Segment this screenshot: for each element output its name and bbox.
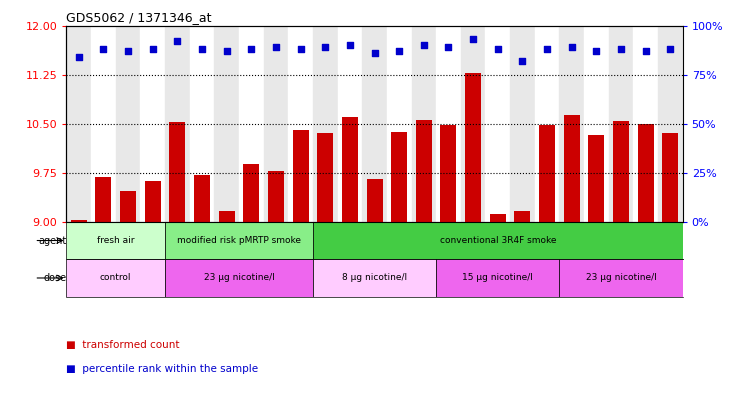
Bar <box>140 26 165 222</box>
Point <box>492 46 503 52</box>
Bar <box>510 26 535 222</box>
Bar <box>633 26 658 222</box>
Bar <box>588 136 604 222</box>
Point <box>171 38 183 44</box>
Bar <box>461 26 486 222</box>
Bar <box>194 174 210 222</box>
Point <box>147 46 159 52</box>
Bar <box>486 26 510 222</box>
Point <box>294 46 306 52</box>
Text: 8 μg nicotine/l: 8 μg nicotine/l <box>342 274 407 283</box>
Bar <box>313 26 337 222</box>
Bar <box>415 120 432 222</box>
Bar <box>564 115 580 222</box>
Point <box>97 46 109 52</box>
Bar <box>120 191 136 222</box>
Point <box>196 46 208 52</box>
Bar <box>145 181 161 222</box>
Text: modified risk pMRTP smoke: modified risk pMRTP smoke <box>177 236 301 245</box>
Bar <box>165 222 313 259</box>
Bar <box>367 179 382 222</box>
Bar <box>559 259 683 297</box>
Point <box>368 50 381 56</box>
Bar <box>190 26 214 222</box>
Bar <box>362 26 387 222</box>
Bar <box>436 26 461 222</box>
Bar <box>313 222 683 259</box>
Bar <box>613 121 629 222</box>
Text: dose: dose <box>44 273 66 283</box>
Point <box>443 44 455 50</box>
Bar <box>66 259 165 297</box>
Point <box>73 54 85 60</box>
Text: control: control <box>100 274 131 283</box>
Bar <box>342 117 358 222</box>
Text: agent: agent <box>38 235 66 246</box>
Bar <box>268 171 284 222</box>
Point <box>615 46 627 52</box>
Bar <box>66 26 91 222</box>
Bar <box>465 73 481 222</box>
Text: ■  percentile rank within the sample: ■ percentile rank within the sample <box>66 364 258 373</box>
Text: 23 μg nicotine/l: 23 μg nicotine/l <box>204 274 275 283</box>
Bar <box>169 122 185 222</box>
Text: conventional 3R4F smoke: conventional 3R4F smoke <box>440 236 556 245</box>
Bar <box>436 259 559 297</box>
Point <box>640 48 652 54</box>
Bar <box>535 26 559 222</box>
Point <box>245 46 257 52</box>
Bar <box>490 214 506 222</box>
Bar <box>292 130 308 222</box>
Point <box>467 36 479 42</box>
Text: ■  transformed count: ■ transformed count <box>66 340 180 350</box>
Bar <box>263 26 289 222</box>
Bar <box>317 134 334 222</box>
Point <box>123 48 134 54</box>
Bar <box>539 125 555 222</box>
Bar <box>609 26 633 222</box>
Bar <box>337 26 362 222</box>
Bar <box>638 124 654 222</box>
Bar <box>218 211 235 222</box>
Text: 23 μg nicotine/l: 23 μg nicotine/l <box>586 274 656 283</box>
Bar <box>658 26 683 222</box>
Bar <box>95 177 111 222</box>
Point <box>221 48 232 54</box>
Point <box>517 58 528 64</box>
Bar <box>289 26 313 222</box>
Bar <box>514 211 531 222</box>
Text: GDS5062 / 1371346_at: GDS5062 / 1371346_at <box>66 11 212 24</box>
Bar <box>214 26 239 222</box>
Bar <box>116 26 140 222</box>
Bar <box>239 26 263 222</box>
Point <box>566 44 578 50</box>
Bar <box>584 26 609 222</box>
Bar <box>391 132 407 222</box>
Bar <box>165 26 190 222</box>
Bar <box>559 26 584 222</box>
Bar <box>66 222 165 259</box>
Point <box>590 48 602 54</box>
Bar <box>91 26 116 222</box>
Bar <box>313 259 436 297</box>
Point <box>320 44 331 50</box>
Point <box>270 44 282 50</box>
Point <box>418 42 430 48</box>
Point <box>344 42 356 48</box>
Text: 15 μg nicotine/l: 15 μg nicotine/l <box>462 274 534 283</box>
Text: fresh air: fresh air <box>97 236 134 245</box>
Bar <box>71 220 87 222</box>
Point <box>393 48 405 54</box>
Bar <box>244 164 259 222</box>
Bar <box>662 134 678 222</box>
Bar <box>165 259 313 297</box>
Point <box>541 46 553 52</box>
Bar <box>441 125 457 222</box>
Point <box>664 46 676 52</box>
Bar <box>387 26 412 222</box>
Bar <box>412 26 436 222</box>
